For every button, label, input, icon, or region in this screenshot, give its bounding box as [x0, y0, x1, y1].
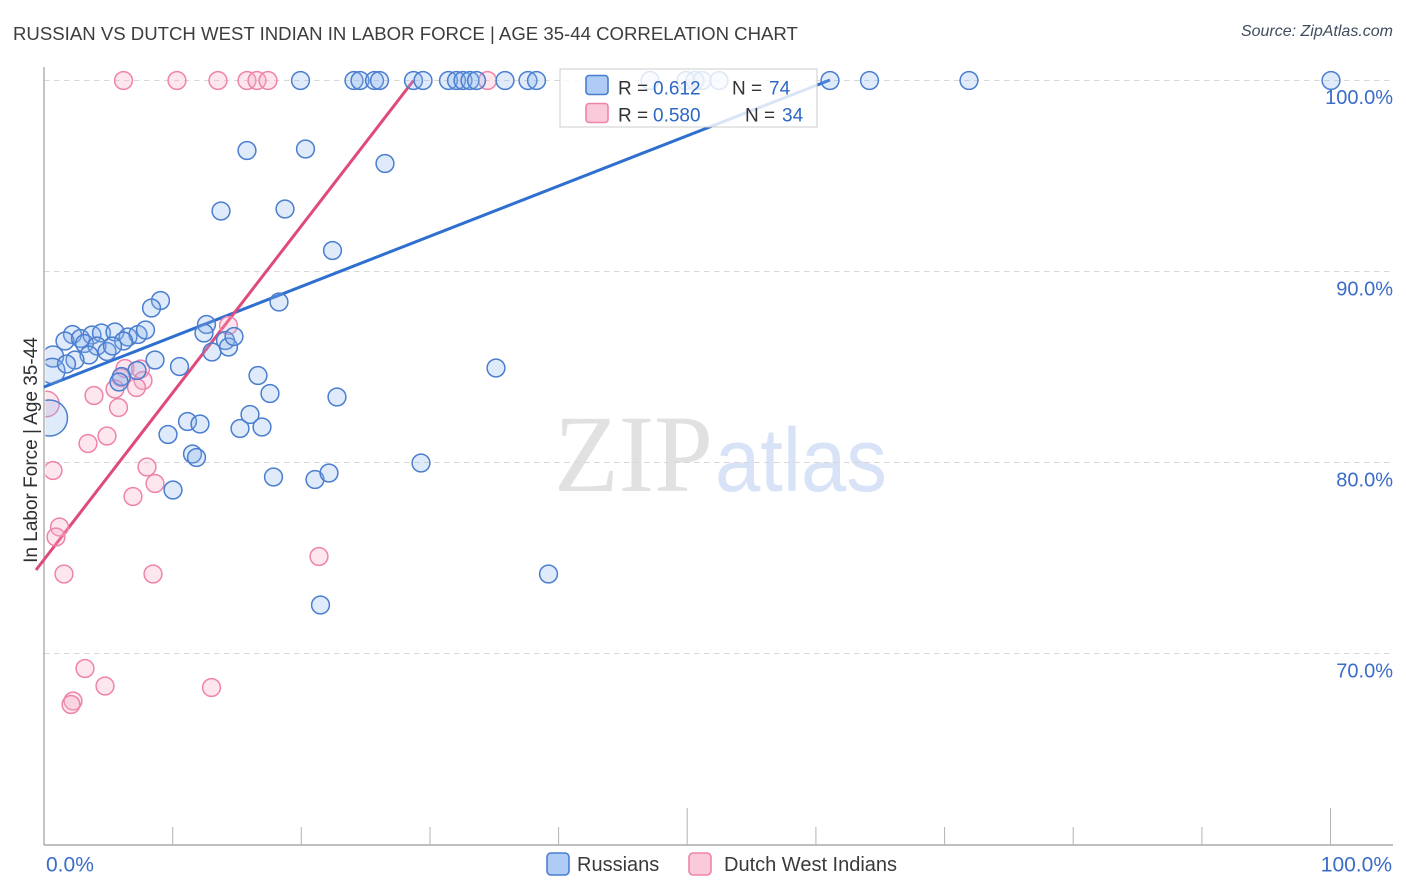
svg-text:80.0%: 80.0% [1336, 470, 1393, 492]
svg-text:Russians: Russians [577, 854, 659, 876]
svg-text:R =: R = [618, 79, 648, 100]
svg-text:Dutch West Indians: Dutch West Indians [724, 854, 897, 876]
svg-text:ZIP: ZIP [554, 393, 713, 515]
svg-text:90.0%: 90.0% [1336, 279, 1393, 301]
svg-text:N =: N = [745, 106, 775, 127]
svg-text:0.612: 0.612 [653, 79, 701, 100]
svg-text:100.0%: 100.0% [1325, 87, 1393, 109]
svg-text:74: 74 [769, 79, 791, 100]
svg-text:0.0%: 0.0% [46, 854, 94, 877]
svg-text:N =: N = [732, 79, 762, 100]
svg-text:atlas: atlas [715, 411, 887, 511]
svg-text:R =: R = [618, 106, 648, 127]
svg-text:70.0%: 70.0% [1336, 661, 1393, 683]
svg-text:0.580: 0.580 [653, 106, 701, 127]
svg-text:100.0%: 100.0% [1321, 854, 1392, 877]
svg-text:34: 34 [782, 106, 804, 127]
